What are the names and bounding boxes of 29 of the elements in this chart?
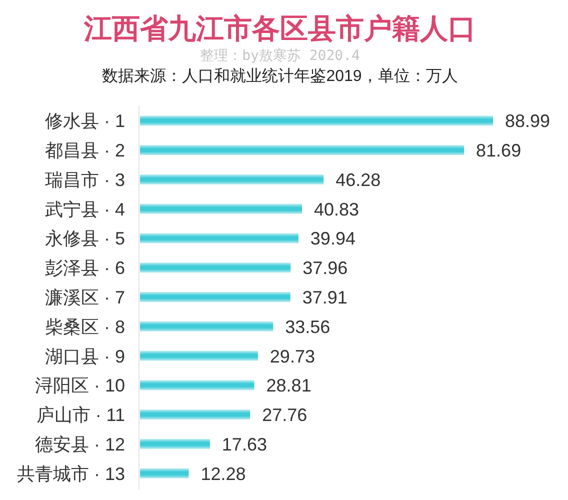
data-label: 81.69: [476, 140, 522, 161]
data-label: 37.96: [302, 258, 348, 278]
title: 江西省九江市各区县市户籍人口: [84, 13, 476, 44]
data-label: 33.56: [285, 316, 330, 337]
category: 瑞昌市 · 3: [44, 170, 125, 190]
category: 德安县 · 12: [34, 434, 125, 454]
category: 浔阳区 · 10: [34, 376, 125, 396]
category: 柴桑区 · 8: [44, 316, 125, 337]
data-label: 28.81: [266, 376, 312, 396]
category: 湖口县 · 9: [44, 346, 125, 366]
data-label: 27.76: [262, 405, 308, 426]
subtitle: 整理：by敖寒苏 2020.4: [200, 48, 360, 64]
category: 濂溪区 · 7: [44, 288, 125, 308]
category: 庐山市 · 11: [36, 405, 125, 426]
data-label: 12.28: [200, 464, 246, 484]
category: 修水县 · 1: [44, 111, 125, 132]
category: 共青城市 · 13: [16, 464, 125, 484]
category: 都昌县 · 2: [44, 140, 125, 161]
category: 彭泽县 · 6: [44, 258, 125, 278]
data-label: 37.91: [302, 288, 348, 308]
data-label: 29.73: [270, 346, 315, 366]
category: 永修县 · 5: [44, 228, 125, 249]
data-label: 40.83: [314, 199, 359, 220]
data-label: 46.28: [336, 170, 381, 190]
data-label: 88.99: [505, 111, 550, 132]
data-label: 17.63: [222, 434, 267, 454]
annotation: 数据来源：人口和就业统计年鉴2019，单位：万人: [102, 68, 458, 85]
data-label: 39.94: [310, 228, 356, 249]
category: 武宁县 · 4: [44, 199, 125, 220]
